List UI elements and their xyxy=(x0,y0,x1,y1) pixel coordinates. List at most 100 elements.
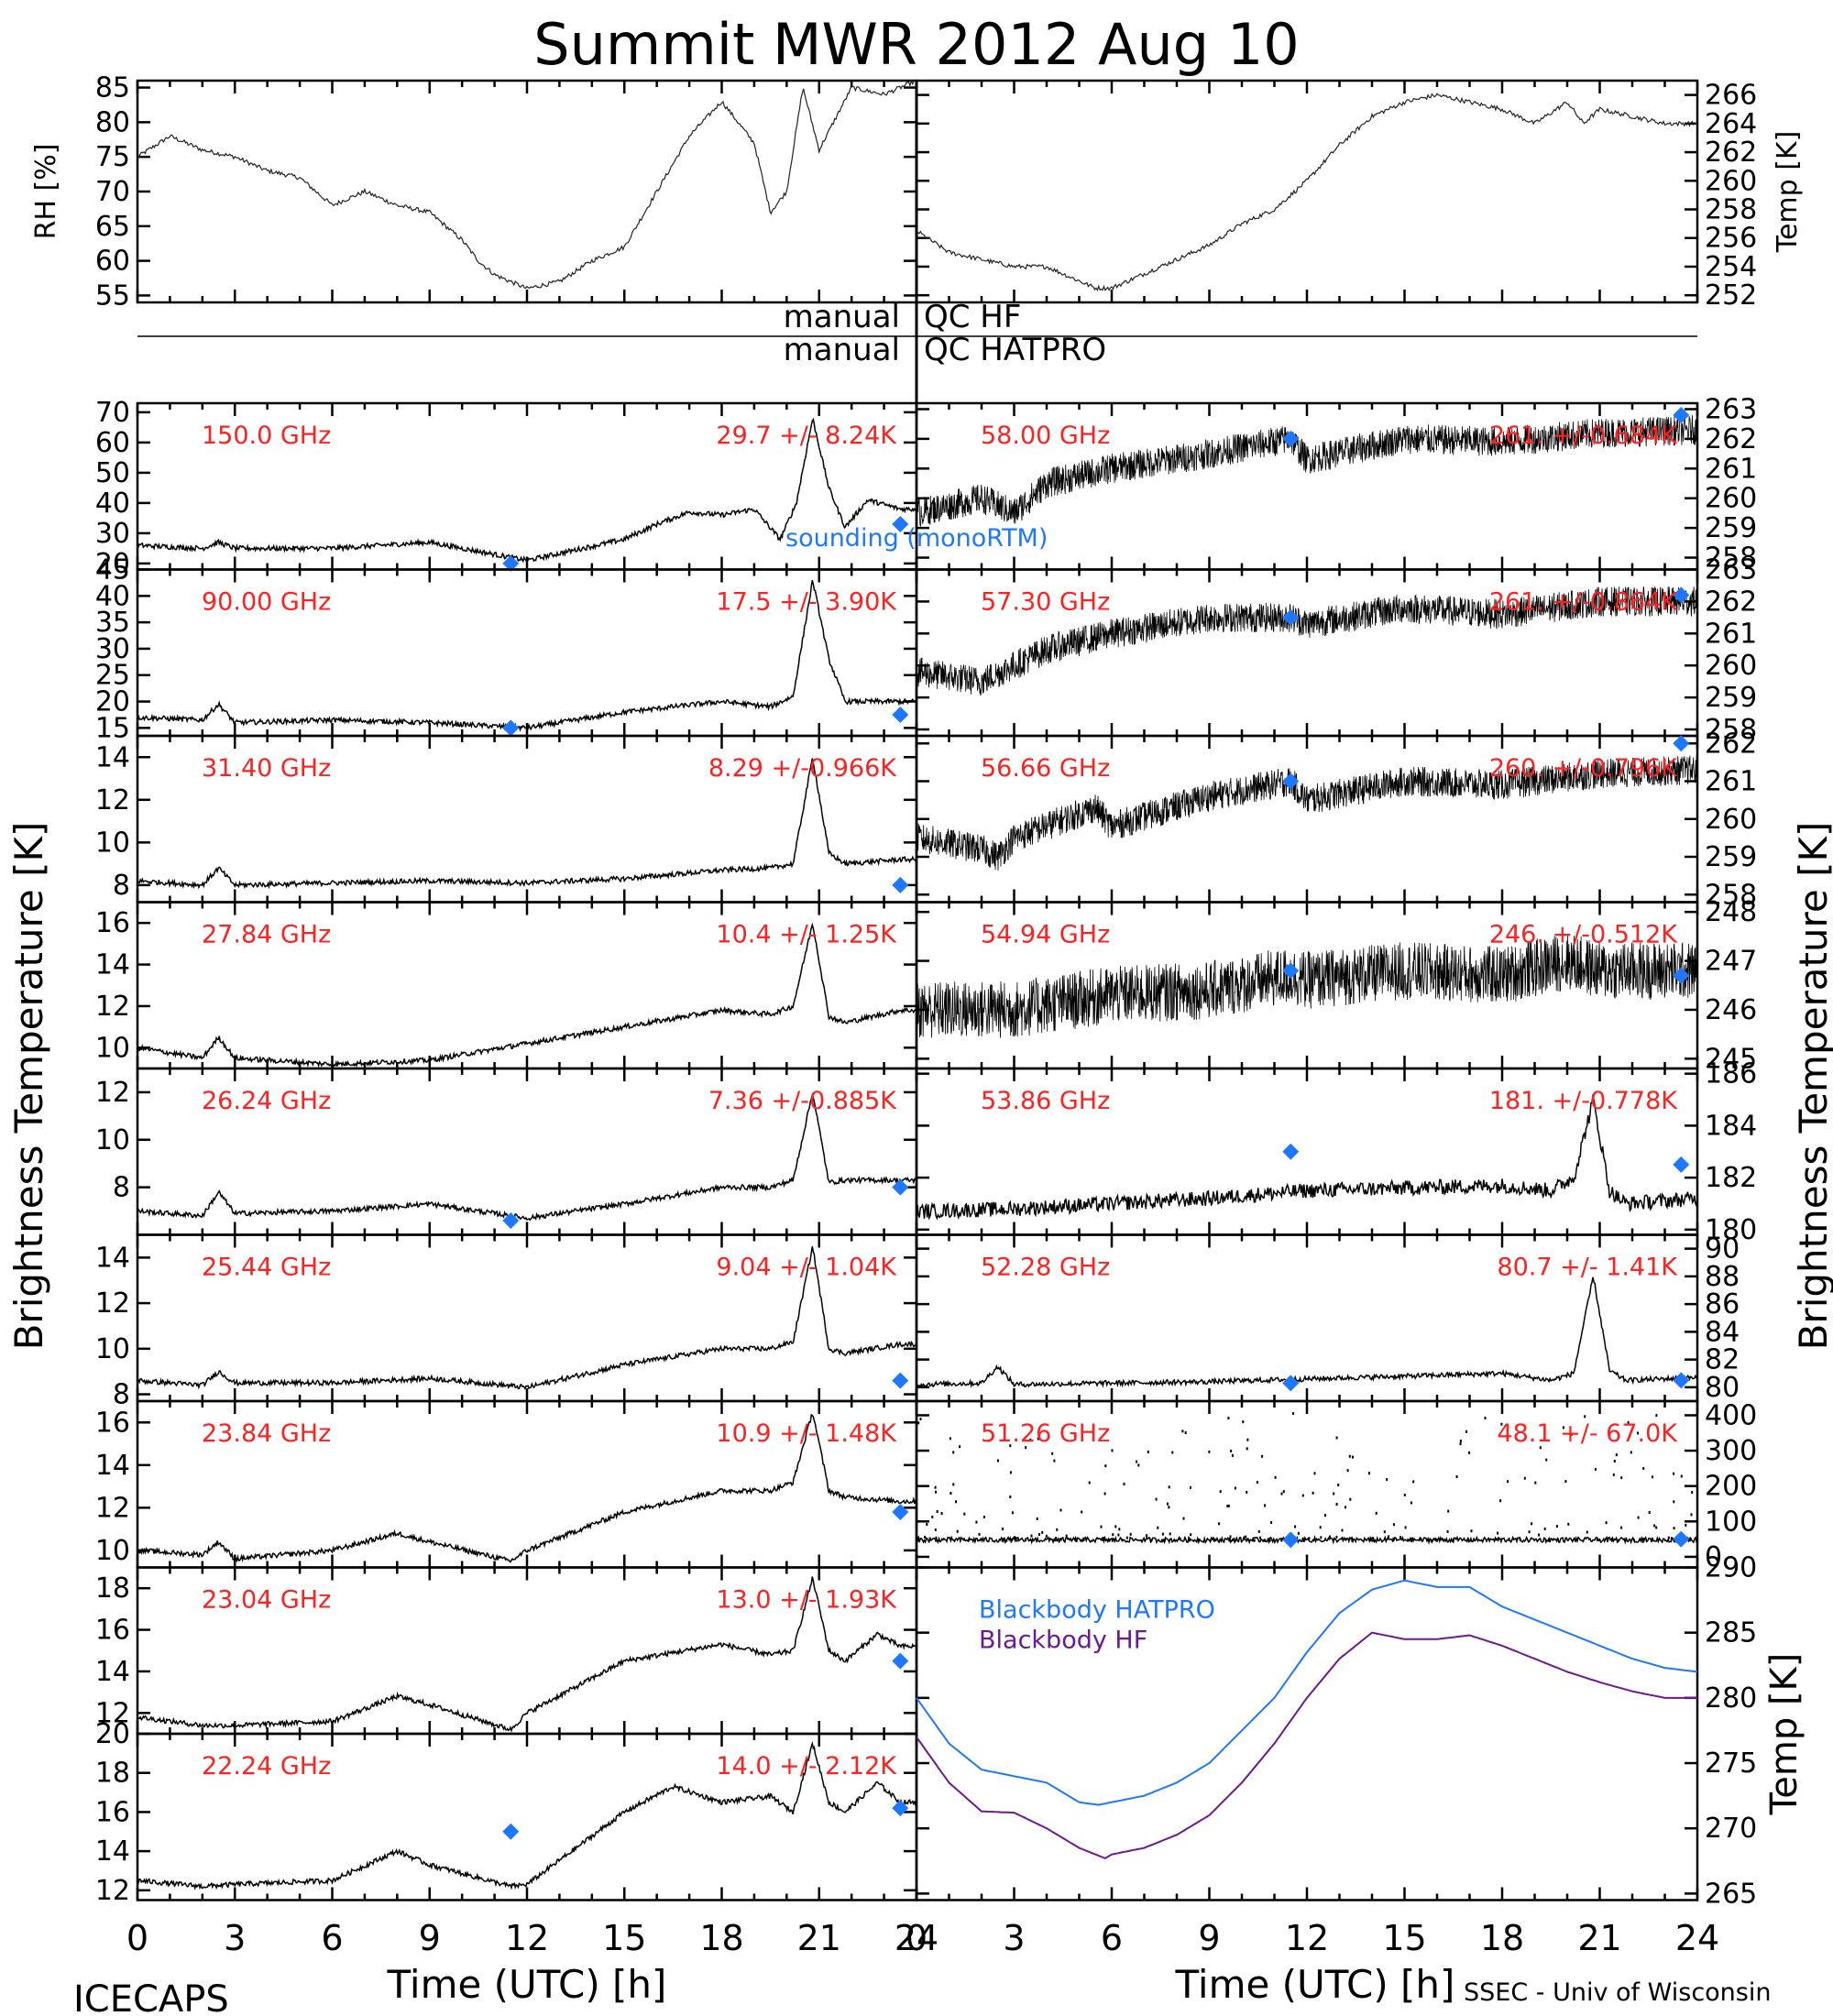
outlier-point xyxy=(1280,1492,1283,1496)
sonde-marker xyxy=(892,516,909,532)
outlier-point xyxy=(1189,1539,1191,1542)
sonde-marker xyxy=(502,1823,520,1840)
y-tick-label: 263 xyxy=(1705,554,1757,586)
outlier-point xyxy=(935,1490,938,1494)
frequency-label: 25.44 GHz xyxy=(202,1254,331,1282)
outlier-point xyxy=(1562,1426,1564,1430)
outlier-point xyxy=(1274,1475,1277,1479)
y-tick-label: 30 xyxy=(95,518,130,550)
sonde-marker xyxy=(1673,586,1690,604)
x-axis-label-left: Time (UTC) [h] xyxy=(387,1962,667,2007)
outlier-point xyxy=(1261,1454,1264,1458)
outlier-point xyxy=(1690,1513,1693,1517)
outlier-point xyxy=(1620,1476,1623,1480)
outlier-point xyxy=(1312,1491,1314,1495)
outlier-point xyxy=(1208,1450,1211,1453)
y-tick-label: 10 xyxy=(95,1032,130,1064)
y-tick-label: 247 xyxy=(1705,946,1757,978)
y-tick-label: 8 xyxy=(113,1379,130,1411)
y-tick-label: 50 xyxy=(95,457,130,489)
outlier-point xyxy=(1613,1460,1616,1463)
outlier-point xyxy=(934,1485,937,1489)
qc-hatpro-left-label: manual xyxy=(784,332,900,368)
outlier-point xyxy=(1181,1430,1184,1433)
sonde-marker xyxy=(1282,772,1300,790)
panel-31-4: 8 10 12 14 31.40 GHz 8.29 +/-0.966K xyxy=(95,734,918,904)
y-tick-label: 270 xyxy=(1705,1813,1757,1845)
outlier-point xyxy=(1410,1501,1412,1505)
y-tick-label: 16 xyxy=(95,1407,130,1439)
x-tick-label: 9 xyxy=(1198,1918,1220,1958)
outlier-point xyxy=(924,1535,927,1539)
y-tick-label: 20 xyxy=(95,686,130,718)
outlier-point xyxy=(1102,1538,1104,1541)
outlier-point xyxy=(1257,1529,1260,1533)
outlier-point xyxy=(1270,1521,1273,1524)
y-tick-label: 80 xyxy=(1705,1372,1740,1404)
legend-entry: Blackbody HATPRO xyxy=(979,1596,1215,1625)
x-tick-label: 9 xyxy=(419,1918,441,1958)
outlier-point xyxy=(1337,1484,1340,1486)
y-axis-label-right: Brightness Temperature [K] xyxy=(1791,822,1833,1351)
outlier-point xyxy=(1545,1458,1548,1462)
y-tick-label: 14 xyxy=(95,741,130,773)
outlier-point xyxy=(1211,1537,1213,1540)
outlier-point xyxy=(926,1523,928,1526)
outlier-point xyxy=(1025,1446,1027,1450)
y-tick-label: 260 xyxy=(1705,650,1757,682)
outlier-point xyxy=(1446,1529,1449,1533)
series-line xyxy=(916,1276,1698,1388)
outlier-point xyxy=(1673,1472,1675,1475)
outlier-point xyxy=(1459,1442,1462,1446)
x-tick-label: 6 xyxy=(321,1918,343,1958)
outlier-point xyxy=(1123,1483,1125,1485)
outlier-point xyxy=(1615,1453,1618,1457)
outlier-point xyxy=(1229,1535,1232,1539)
outlier-point xyxy=(1673,1500,1675,1504)
frequency-label: 54.94 GHz xyxy=(981,921,1110,949)
panel-53-86: 180 182 184 186 53.86 GHz 181. +/-0.778K xyxy=(915,1058,1757,1246)
stats-label: 181. +/-0.778K xyxy=(1489,1087,1678,1115)
outlier-point xyxy=(1335,1436,1338,1440)
y-tick-label: 262 xyxy=(1705,423,1757,455)
outlier-point xyxy=(1055,1537,1058,1540)
outlier-point xyxy=(1371,1539,1374,1542)
outlier-point xyxy=(1388,1535,1390,1539)
frequency-label: 26.24 GHz xyxy=(202,1087,331,1115)
series-line xyxy=(137,1576,917,1733)
outlier-point xyxy=(1252,1539,1255,1542)
sonde-marker xyxy=(892,1800,909,1817)
outlier-point xyxy=(1455,1475,1458,1478)
outlier-point xyxy=(1349,1497,1352,1501)
outlier-point xyxy=(952,1483,955,1486)
y-tick-label: 184 xyxy=(1705,1110,1757,1142)
outlier-point xyxy=(1015,1539,1018,1542)
outlier-point xyxy=(1041,1530,1044,1534)
outlier-point xyxy=(1053,1459,1056,1463)
y-tick-label: 16 xyxy=(95,1796,130,1828)
outlier-point xyxy=(1243,1536,1246,1539)
outlier-point xyxy=(1231,1453,1234,1457)
stats-label: 7.36 +/-0.885K xyxy=(708,1087,897,1115)
outlier-point xyxy=(1403,1493,1406,1496)
x-tick-label: 18 xyxy=(1480,1918,1524,1958)
y-tick-label: 259 xyxy=(1705,841,1757,873)
outlier-point xyxy=(1268,1539,1271,1542)
y-tick-label: 400 xyxy=(1705,1399,1757,1431)
series-line xyxy=(137,417,917,564)
outlier-point xyxy=(949,1492,952,1495)
outlier-point xyxy=(1352,1455,1354,1459)
outlier-point xyxy=(1519,1538,1521,1541)
outlier-point xyxy=(931,1515,934,1518)
footer-right: SSEC - Univ of Wisconsin xyxy=(1464,1978,1771,2007)
outlier-point xyxy=(1029,1438,1032,1441)
sonde-marker xyxy=(1282,1531,1300,1549)
outlier-point xyxy=(1564,1480,1567,1484)
outlier-point xyxy=(956,1529,959,1533)
outlier-point xyxy=(1673,1527,1675,1530)
y-axis-title: Temp [K] xyxy=(1763,1653,1806,1816)
y-tick-label: 12 xyxy=(95,991,130,1023)
stats-label: 261. +/-0.684K xyxy=(1489,422,1678,450)
outlier-point xyxy=(1368,1472,1370,1475)
